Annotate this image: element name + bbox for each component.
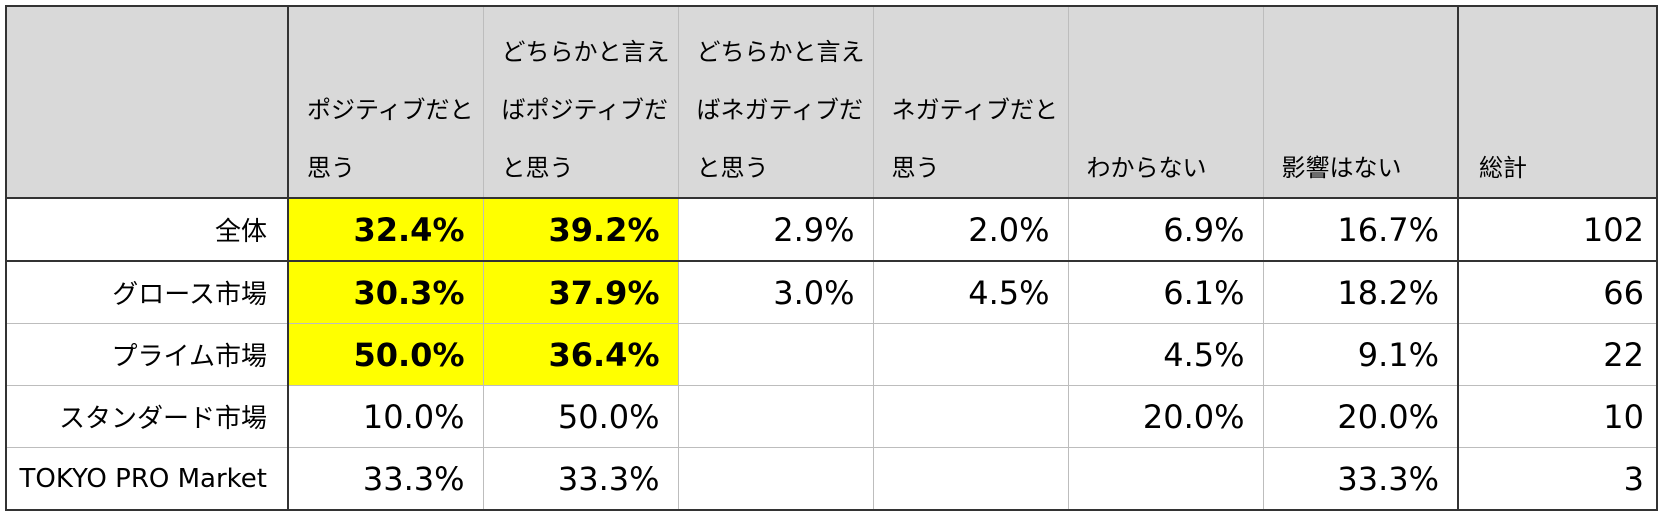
- cell-total: 10: [1457, 385, 1658, 448]
- row-label: 全体: [5, 197, 289, 262]
- cell-no-impact: 20.0%: [1262, 385, 1459, 448]
- cell-somewhat-positive: 50.0%: [482, 385, 679, 448]
- header-somewhat-positive: どちらかと言えばポジティブだと思う: [482, 5, 679, 199]
- row-label: グロース市場: [5, 260, 289, 324]
- cell-somewhat-positive: 36.4%: [482, 323, 679, 386]
- table-row: グロース市場 30.3% 37.9% 3.0% 4.5% 6.1% 18.2% 66: [5, 260, 1658, 324]
- survey-result-table: ポジティブだと思う どちらかと言えばポジティブだと思う どちらかと言えばネガティ…: [5, 5, 1658, 511]
- cell-total: 66: [1457, 260, 1658, 324]
- row-label: プライム市場: [5, 323, 289, 386]
- cell-somewhat-positive: 37.9%: [482, 260, 679, 324]
- cell-somewhat-negative: 3.0%: [677, 260, 874, 324]
- cell-positive: 10.0%: [287, 385, 484, 448]
- row-label: スタンダード市場: [5, 385, 289, 448]
- header-unknown: わからない: [1067, 5, 1264, 199]
- cell-negative: [872, 323, 1069, 386]
- cell-no-impact: 18.2%: [1262, 260, 1459, 324]
- cell-unknown: 20.0%: [1067, 385, 1264, 448]
- cell-unknown: [1067, 447, 1264, 511]
- table-row: プライム市場 50.0% 36.4% 4.5% 9.1% 22: [5, 323, 1658, 386]
- table-row: スタンダード市場 10.0% 50.0% 20.0% 20.0% 10: [5, 385, 1658, 448]
- cell-no-impact: 16.7%: [1262, 197, 1459, 262]
- header-corner: [5, 5, 289, 199]
- table-row: TOKYO PRO Market 33.3% 33.3% 33.3% 3: [5, 447, 1658, 511]
- cell-unknown: 6.1%: [1067, 260, 1264, 324]
- header-somewhat-negative: どちらかと言えばネガティブだと思う: [677, 5, 874, 199]
- cell-positive: 30.3%: [287, 260, 484, 324]
- header-total: 総計: [1457, 5, 1658, 199]
- cell-total: 22: [1457, 323, 1658, 386]
- cell-negative: 4.5%: [872, 260, 1069, 324]
- header-negative: ネガティブだと思う: [872, 5, 1069, 199]
- cell-somewhat-negative: [677, 385, 874, 448]
- cell-somewhat-negative: [677, 447, 874, 511]
- cell-no-impact: 9.1%: [1262, 323, 1459, 386]
- cell-positive: 32.4%: [287, 197, 484, 262]
- table-row: 全体 32.4% 39.2% 2.9% 2.0% 6.9% 16.7% 102: [5, 197, 1658, 262]
- cell-somewhat-positive: 33.3%: [482, 447, 679, 511]
- table-body: 全体 32.4% 39.2% 2.9% 2.0% 6.9% 16.7% 102 グロース市場 30…: [5, 197, 1658, 511]
- cell-positive: 50.0%: [287, 323, 484, 386]
- header-row: ポジティブだと思う どちらかと言えばポジティブだと思う どちらかと言えばネガティ…: [5, 5, 1658, 199]
- cell-somewhat-negative: [677, 323, 874, 386]
- cell-somewhat-positive: 39.2%: [482, 197, 679, 262]
- cell-negative: [872, 447, 1069, 511]
- cell-negative: [872, 385, 1069, 448]
- cell-no-impact: 33.3%: [1262, 447, 1459, 511]
- row-label: TOKYO PRO Market: [5, 447, 289, 511]
- cell-positive: 33.3%: [287, 447, 484, 511]
- cell-unknown: 6.9%: [1067, 197, 1264, 262]
- header-no-impact: 影響はない: [1262, 5, 1459, 199]
- cell-unknown: 4.5%: [1067, 323, 1264, 386]
- cell-total: 3: [1457, 447, 1658, 511]
- header-positive: ポジティブだと思う: [287, 5, 484, 199]
- cell-total: 102: [1457, 197, 1658, 262]
- cell-somewhat-negative: 2.9%: [677, 197, 874, 262]
- cell-negative: 2.0%: [872, 197, 1069, 262]
